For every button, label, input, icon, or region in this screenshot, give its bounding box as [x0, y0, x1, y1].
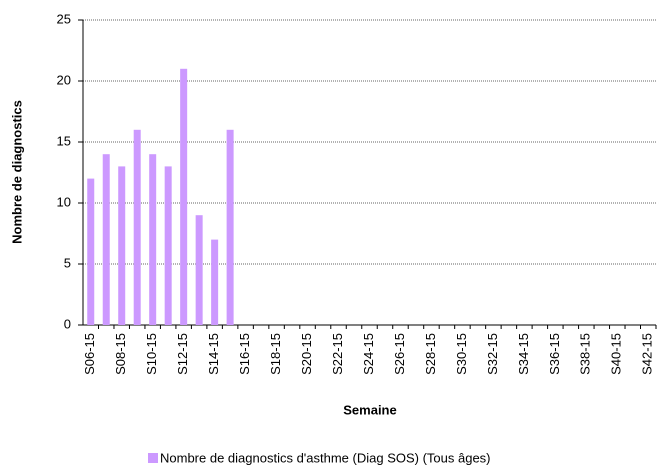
x-tick-label: S12-15 [175, 333, 190, 375]
bar [211, 239, 219, 325]
x-tick-label: S20-15 [299, 333, 314, 375]
bar [180, 68, 188, 326]
x-tick-label: S24-15 [361, 333, 376, 375]
x-tick-label: S36-15 [547, 333, 562, 375]
x-tick-label: S42-15 [640, 333, 655, 375]
x-tick-label: S32-15 [485, 333, 500, 375]
x-tick-label: S30-15 [454, 333, 469, 375]
x-tick-label: S10-15 [144, 333, 159, 375]
bar [149, 154, 157, 325]
x-tick-label: S28-15 [423, 333, 438, 375]
legend-swatch [148, 453, 158, 463]
x-tick-label: S14-15 [206, 333, 221, 375]
legend-label: Nombre de diagnostics d'asthme (Diag SOS… [160, 450, 491, 465]
x-tick-label: S26-15 [392, 333, 407, 375]
x-tick-label: S38-15 [578, 333, 593, 375]
y-tick-label: 15 [57, 133, 71, 148]
x-tick-label: S08-15 [113, 333, 128, 375]
y-tick-label: 25 [57, 11, 71, 26]
y-axis-label: Nombre de diagnostics [9, 100, 24, 244]
bar [133, 129, 141, 325]
x-tick-label: S18-15 [268, 333, 283, 375]
bar [102, 154, 110, 325]
y-tick-label: 0 [64, 316, 71, 331]
x-tick-label: S06-15 [82, 333, 97, 375]
bar [195, 215, 203, 325]
x-tick-label: S22-15 [330, 333, 345, 375]
x-tick-label: S16-15 [237, 333, 252, 375]
y-tick-label: 20 [57, 72, 71, 87]
bar [226, 129, 234, 325]
x-tick-label: S40-15 [609, 333, 624, 375]
bar [164, 166, 172, 325]
x-axis-label: Semaine [343, 402, 396, 417]
bar [87, 178, 95, 325]
y-tick-label: 10 [57, 194, 71, 209]
y-tick-label: 5 [64, 255, 71, 270]
bar [118, 166, 126, 325]
x-tick-label: S34-15 [516, 333, 531, 375]
